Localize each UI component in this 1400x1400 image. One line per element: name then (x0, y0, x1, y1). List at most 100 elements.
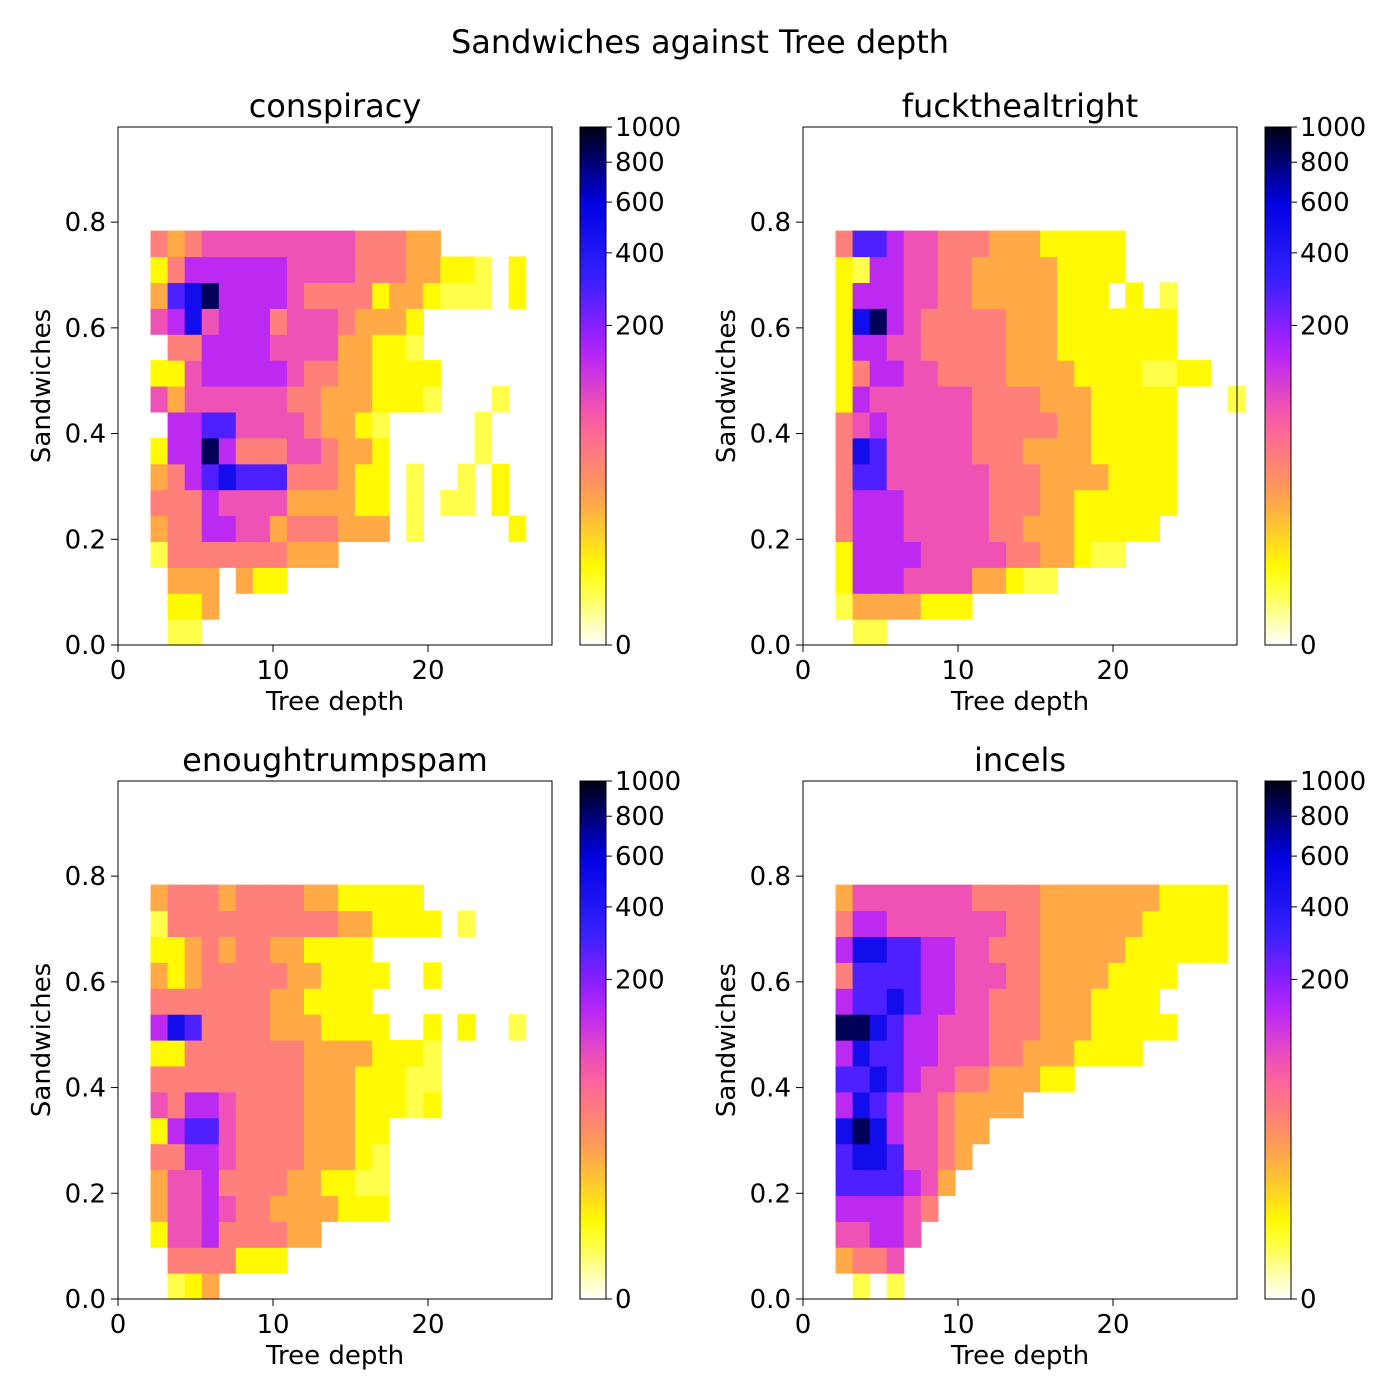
heatmap-cell (167, 1195, 186, 1222)
heatmap-cell (304, 437, 322, 465)
heatmap-cell (218, 308, 237, 335)
heatmap-cell (1006, 1065, 1024, 1093)
heatmap-cell (406, 386, 424, 413)
colorbar-tick-label: 400 (1300, 239, 1350, 269)
heatmap-cell (1091, 489, 1109, 517)
heatmap-cell (937, 489, 956, 517)
heatmap-cell (869, 567, 888, 594)
heatmap-cell (389, 282, 407, 309)
heatmap-cell (167, 463, 186, 491)
heatmap-cell (406, 360, 424, 387)
heatmap-cell (269, 541, 288, 568)
heatmap-cell (218, 910, 237, 937)
heatmap-cell (1074, 1040, 1092, 1067)
heatmap-cell (184, 489, 203, 517)
colorbar-tick-label: 800 (1300, 148, 1350, 178)
heatmap-cell (1006, 308, 1024, 335)
heatmap-cell (184, 1169, 203, 1196)
heatmap-cell (440, 282, 459, 309)
heatmap-cell (903, 1143, 922, 1171)
heatmap-cell (1057, 437, 1075, 465)
heatmap-cell (150, 936, 169, 963)
heatmap-cell (852, 1195, 871, 1222)
heatmap-cell (954, 910, 973, 937)
heatmap-cell (355, 282, 373, 309)
heatmap-cell (150, 463, 169, 491)
heatmap-cell (903, 515, 922, 542)
heatmap-cell (1006, 515, 1024, 542)
heatmap-cell (218, 256, 237, 283)
heatmap-cell (286, 1221, 305, 1248)
heatmap-cell (1040, 489, 1058, 517)
heatmap-cell (201, 334, 220, 361)
heatmap-cell (1125, 884, 1144, 912)
heatmap-cell (201, 988, 220, 1015)
y-tick-label: 0.0 (65, 631, 106, 661)
heatmap-cell (167, 593, 186, 620)
heatmap-cell (1159, 1014, 1178, 1041)
heatmap-cell (1091, 962, 1109, 989)
heatmap-cell (184, 437, 203, 465)
x-axis-label: Tree depth (950, 687, 1089, 717)
heatmap-cell (406, 910, 424, 937)
heatmap-cell (184, 1221, 203, 1248)
panel-title: incels (974, 741, 1066, 779)
heatmap-cell (286, 308, 305, 335)
panel-incels: 0 10 20 0.0 0.2 0.4 0.6 0.8 incels Tree depth Sand… (712, 741, 1366, 1371)
heatmap-cell (1057, 910, 1075, 937)
heatmap-cell (321, 1143, 339, 1171)
heatmap-cell (886, 567, 905, 594)
heatmap-cell (338, 411, 356, 439)
heatmap-cell (184, 619, 203, 646)
heatmap-cell (886, 437, 905, 465)
heatmap-cell (355, 308, 373, 335)
heatmap-cell (184, 1117, 203, 1145)
heatmap-cell (971, 1040, 990, 1067)
x-axis-label: Tree depth (265, 687, 404, 717)
heatmap-cell (252, 1040, 271, 1067)
heatmap-cell (252, 463, 271, 491)
heatmap-cell (252, 411, 271, 439)
heatmap-cell (989, 437, 1007, 465)
heatmap-cell (1159, 411, 1178, 439)
heatmap-cell (321, 386, 339, 413)
heatmap-cell (852, 1091, 871, 1119)
heatmap-cell (920, 1143, 939, 1171)
heatmap-cell (235, 1195, 254, 1222)
heatmap-cell (835, 230, 854, 258)
heatmap-cell (150, 386, 169, 413)
heatmap-cell (406, 884, 424, 912)
heatmap-cell (218, 1091, 237, 1119)
heatmap-cell (491, 386, 510, 413)
heatmap-cell (989, 463, 1007, 491)
heatmap-cell (903, 334, 922, 361)
heatmap-cell (920, 1195, 939, 1222)
heatmap-cell (286, 1014, 305, 1041)
heatmap-cell (989, 541, 1007, 568)
heatmap-cell (235, 1143, 254, 1171)
heatmap-cell (167, 910, 186, 937)
heatmap-cell (1074, 360, 1092, 387)
heatmap-cell (286, 489, 305, 517)
heatmap-cell (937, 1065, 956, 1093)
heatmap-cell (338, 910, 356, 937)
heatmap-cell (184, 1247, 203, 1274)
heatmap-cell (372, 437, 390, 465)
heatmap-cell (355, 386, 373, 413)
heatmap-cell (304, 910, 322, 937)
heatmap-cell (903, 437, 922, 465)
heatmap-cell (1057, 308, 1075, 335)
heatmap-cell (954, 962, 973, 989)
heatmap-cell (869, 1117, 888, 1145)
heatmap-cell (937, 256, 956, 283)
heatmap-cell (150, 489, 169, 517)
heatmap-cell (1074, 489, 1092, 517)
y-tick-label: 0.0 (750, 1285, 791, 1315)
heatmap-cell (835, 256, 854, 283)
heatmap-cell (167, 567, 186, 594)
heatmap-cell (269, 334, 288, 361)
heatmap-cell (920, 334, 939, 361)
heatmap-cell (218, 515, 237, 542)
heatmap-cell (218, 437, 237, 465)
heatmap-cell (474, 411, 493, 439)
